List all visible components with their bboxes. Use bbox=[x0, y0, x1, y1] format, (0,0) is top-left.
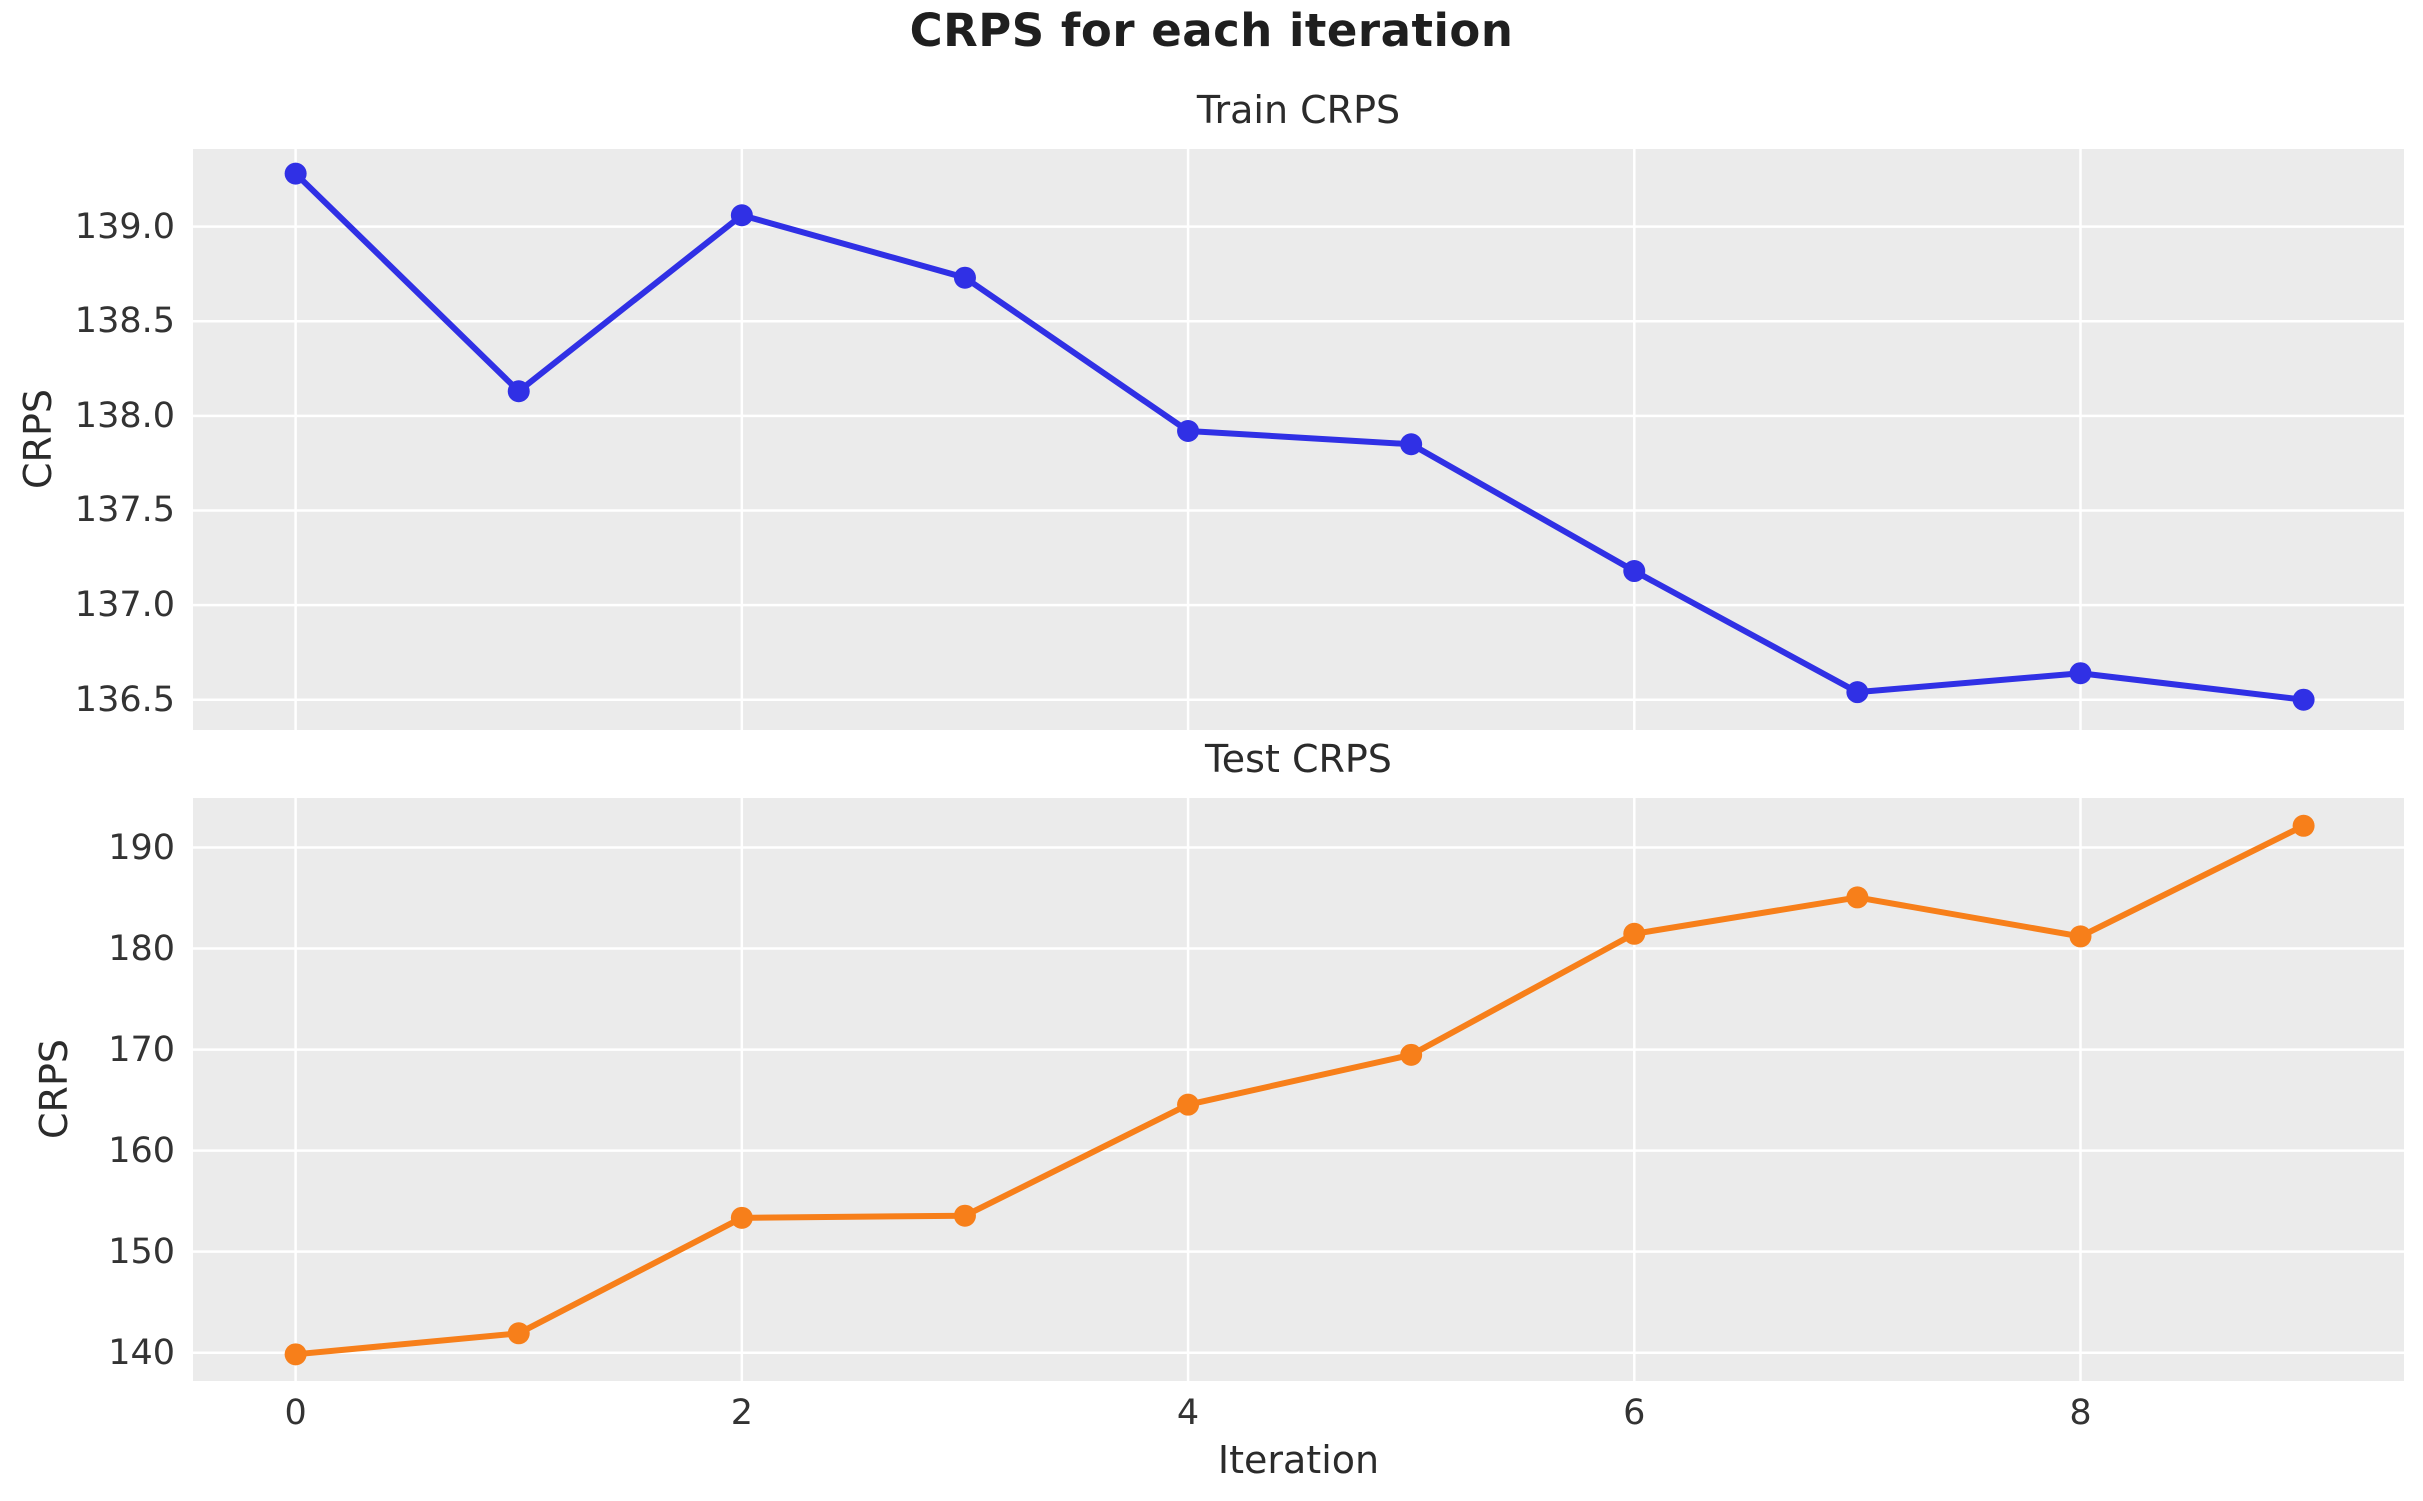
y-tick-label: 137.0 bbox=[74, 585, 175, 626]
test-crps-point bbox=[1177, 1093, 1200, 1116]
y-tick-label: 139.0 bbox=[74, 206, 175, 247]
y-tick-label: 136.5 bbox=[74, 679, 175, 720]
train-crps-point bbox=[1177, 419, 1200, 442]
train-plot-area bbox=[193, 149, 2404, 730]
subplot-title-test: Test CRPS bbox=[1205, 737, 1392, 781]
y-tick-label: 137.5 bbox=[74, 490, 175, 531]
train-crps-point bbox=[507, 380, 530, 403]
test-crps-point bbox=[1400, 1043, 1423, 1066]
test-crps-point bbox=[2292, 814, 2315, 837]
test-crps-line bbox=[295, 823, 2305, 1358]
y-tick-label: 170 bbox=[108, 1029, 175, 1070]
train-crps-point bbox=[2292, 688, 2315, 711]
y-tick-label: 138.0 bbox=[74, 395, 175, 436]
y-tick-label: 160 bbox=[108, 1130, 175, 1171]
train-crps-line bbox=[293, 171, 2304, 703]
test-crps-point bbox=[1846, 886, 1869, 909]
test-plot-area bbox=[193, 798, 2404, 1381]
test-crps-point bbox=[1623, 922, 1646, 945]
y-tick-label: 150 bbox=[108, 1231, 175, 1272]
y-tick-label: 180 bbox=[108, 928, 175, 969]
train-crps-point bbox=[730, 204, 753, 227]
test-crps-point bbox=[507, 1322, 530, 1345]
subplot-title-train: Train CRPS bbox=[1196, 88, 1401, 132]
x-tick-label: 4 bbox=[1176, 1393, 1200, 1433]
train-crps-point bbox=[284, 162, 307, 185]
y-tick-label: 140 bbox=[108, 1332, 175, 1373]
test-line-chart bbox=[193, 798, 2404, 1381]
test-crps-point bbox=[2069, 925, 2092, 948]
x-tick-label: 8 bbox=[2069, 1393, 2092, 1433]
test-crps-point bbox=[953, 1204, 976, 1227]
x-tick-label: 2 bbox=[730, 1393, 753, 1433]
test-crps-point bbox=[284, 1343, 307, 1366]
y-tick-label: 138.5 bbox=[74, 301, 175, 342]
y-tick-label: 190 bbox=[108, 827, 175, 868]
x-axis-label: Iteration bbox=[1217, 1438, 1380, 1482]
train-crps-point bbox=[1846, 681, 1869, 704]
test-crps-point bbox=[730, 1206, 753, 1229]
x-tick-label: 0 bbox=[284, 1393, 307, 1433]
train-line-chart bbox=[193, 149, 2404, 730]
train-crps-point bbox=[2069, 662, 2092, 685]
train-crps-point bbox=[1400, 433, 1423, 456]
train-crps-point bbox=[953, 266, 976, 289]
x-tick-label: 6 bbox=[1623, 1393, 1646, 1433]
train-crps-point bbox=[1623, 560, 1646, 583]
figure-title: CRPS for each iteration bbox=[909, 4, 1514, 57]
